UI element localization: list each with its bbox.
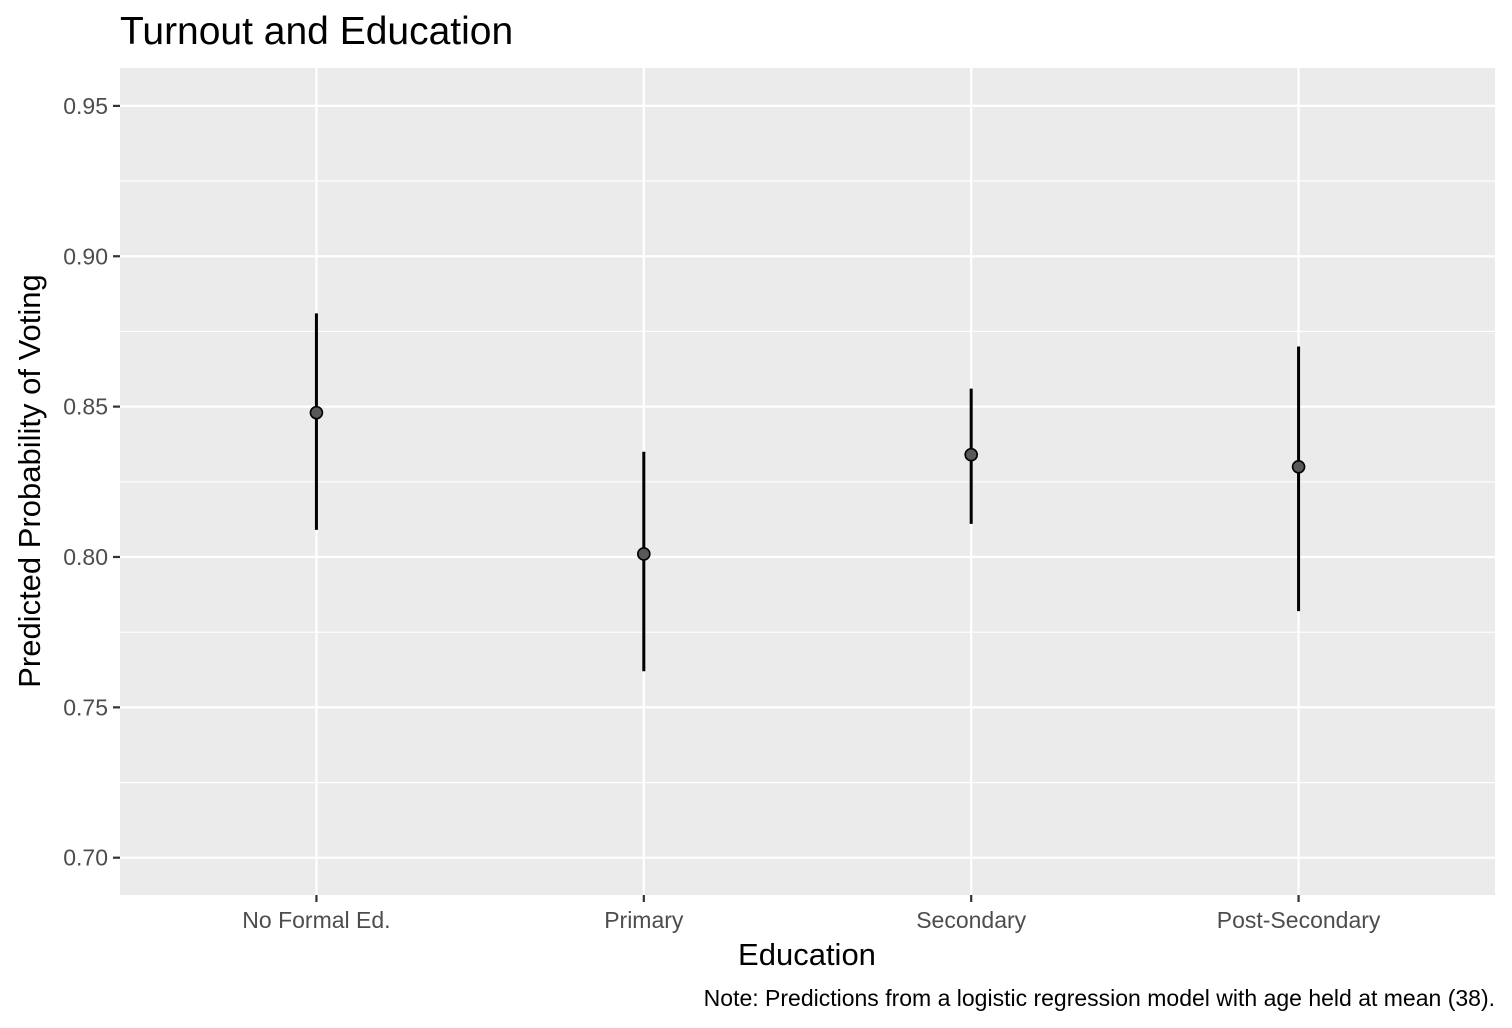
y-tick-label: 0.85 bbox=[63, 394, 108, 420]
data-point bbox=[309, 405, 324, 420]
x-tick-label: Secondary bbox=[916, 907, 1026, 933]
chart-title: Turnout and Education bbox=[120, 10, 513, 53]
y-tick-label: 0.75 bbox=[63, 694, 108, 720]
axes: 0.70 0.75 0.80 0.85 0.90 0.95 No Formal Ed. Pri… bbox=[63, 93, 1381, 933]
y-tick-label: 0.80 bbox=[63, 544, 108, 570]
data-point bbox=[1291, 459, 1306, 474]
data-point bbox=[637, 547, 651, 561]
y-tick-label: 0.90 bbox=[63, 243, 108, 269]
x-tick-label: Primary bbox=[604, 907, 684, 933]
data-point bbox=[964, 447, 978, 462]
data-marks bbox=[309, 313, 1306, 672]
chart-caption: Note: Predictions from a logistic regres… bbox=[704, 985, 1495, 1011]
y-tick-label: 0.70 bbox=[63, 845, 108, 871]
y-axis-title: Predicted Probability of Voting bbox=[12, 274, 47, 688]
x-tick-label: No Formal Ed. bbox=[242, 907, 390, 933]
x-tick-label: Post-Secondary bbox=[1217, 907, 1381, 933]
x-axis-title: Education bbox=[738, 937, 876, 972]
y-tick-label: 0.95 bbox=[63, 93, 108, 119]
